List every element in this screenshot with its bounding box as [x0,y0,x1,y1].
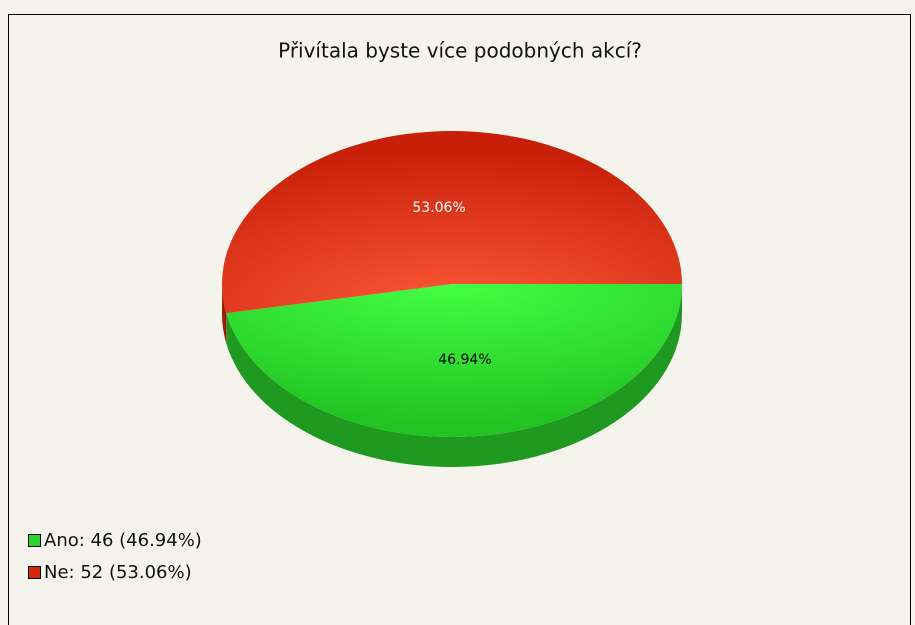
legend-swatch [28,566,41,579]
slice-label: 46.94% [438,352,491,368]
pie-slice-side [226,284,682,467]
legend-swatch [28,534,41,547]
chart-title: Přivítala byste více podobných akcí? [278,39,642,63]
frame [8,14,911,625]
pie-slice [221,130,682,314]
legend-label: Ne: 52 (53.06%) [44,562,192,583]
legend-label: Ano: 46 (46.94%) [44,530,202,551]
slice-label: 53.06% [412,200,465,216]
pie-slice [226,284,682,437]
pie-slice-side [222,284,227,344]
